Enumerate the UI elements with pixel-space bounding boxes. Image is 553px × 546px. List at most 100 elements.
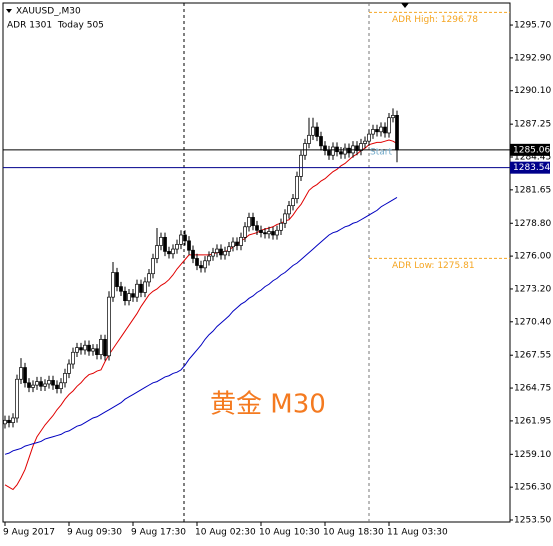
candle-body [139, 283, 143, 293]
candle-body [31, 384, 35, 388]
price-label-box [510, 143, 550, 156]
candle-body [355, 145, 359, 151]
candle-body [3, 419, 7, 425]
price-label-box [510, 161, 550, 174]
candle-body [51, 380, 55, 386]
x-tick-label: 11 Aug 03:30 [387, 528, 448, 538]
candle-body [383, 126, 387, 134]
candle-body [231, 241, 235, 248]
candle-body [271, 231, 275, 236]
candle-body [395, 115, 399, 151]
candle-body [155, 245, 159, 259]
candle-body [227, 246, 231, 252]
candle-body [295, 176, 299, 199]
candle-body [291, 198, 295, 207]
start-label: Start [370, 148, 392, 158]
candle-body [199, 265, 203, 269]
x-tick-label: 9 Aug 17:30 [131, 528, 186, 538]
y-tick-label: 1276.00 [514, 252, 551, 262]
candle-body [331, 146, 335, 156]
candle-body [175, 244, 179, 250]
candle-body [123, 290, 127, 302]
candle-body [95, 348, 99, 355]
candle-body [327, 150, 331, 156]
candle-body [203, 260, 207, 269]
candle-body [183, 234, 187, 242]
y-tick-label: 1264.75 [514, 384, 551, 394]
candle-body [23, 367, 27, 384]
candle-body [319, 136, 323, 147]
candle-body [71, 351, 75, 365]
x-tick-label: 9 Aug 2017 [3, 528, 55, 538]
y-tick-label: 1256.30 [514, 483, 551, 493]
y-tick-label: 1278.80 [514, 219, 551, 229]
candle-body [211, 252, 215, 257]
candle-body [391, 115, 395, 119]
candle-body [367, 133, 371, 142]
candle-body [163, 236, 167, 252]
candle-body [311, 126, 315, 136]
candle-body [87, 344, 91, 352]
candle-body [43, 383, 47, 387]
candle-body [315, 126, 319, 137]
candle-body [299, 154, 303, 177]
candle-body [255, 225, 259, 231]
candle-body [243, 226, 247, 238]
price-label: 1285.06 [513, 145, 550, 155]
candle-body [55, 384, 59, 389]
candle-body [207, 255, 211, 262]
adr-label: ADR High: 1296.78 [392, 15, 478, 25]
y-tick-label: 1273.20 [514, 284, 551, 294]
candle-body [115, 272, 119, 287]
candle-body [111, 272, 115, 298]
menu-arrow [6, 9, 12, 13]
candle-body [275, 229, 279, 236]
candle-body [347, 147, 351, 154]
candle-body [103, 339, 107, 357]
y-tick-label: 1292.90 [514, 53, 551, 63]
candle-body [99, 339, 103, 355]
watermark: 黄金 M30 [210, 390, 326, 420]
x-tick-label: 10 Aug 10:30 [259, 528, 320, 538]
candle-body [287, 205, 291, 215]
candle-body [135, 283, 139, 298]
candle-body [91, 348, 95, 352]
candle-body [359, 143, 363, 151]
candle-body [179, 234, 183, 245]
y-tick-label: 1284.45 [514, 152, 551, 162]
candle-body [187, 240, 191, 251]
candle-body [191, 249, 195, 259]
candle-body [151, 258, 155, 275]
candle-body [379, 126, 383, 133]
candle-body [167, 251, 171, 255]
candle-body [363, 140, 367, 144]
moving-average [4, 197, 398, 455]
candle-body [375, 129, 379, 133]
candle-body [195, 258, 199, 266]
y-tick-label: 1267.55 [514, 351, 551, 361]
candle-body [107, 296, 111, 357]
shift-marker [401, 3, 409, 8]
candle-body [251, 217, 255, 226]
candle-body [159, 236, 163, 246]
candle-body [247, 217, 251, 228]
candle-body [67, 363, 71, 374]
candle-body [83, 344, 87, 351]
candle-body [307, 134, 311, 144]
price-label: 1283.54 [513, 163, 550, 173]
candle-body [343, 147, 347, 155]
y-tick-label: 1253.50 [514, 516, 551, 526]
moving-average [4, 139, 398, 491]
candle-body [19, 367, 23, 380]
x-tick-label: 10 Aug 18:30 [323, 528, 384, 538]
candle-body [235, 241, 239, 246]
candle-body [119, 286, 123, 292]
candle-body [147, 273, 151, 283]
candle-body [239, 236, 243, 246]
candle-body [63, 373, 67, 384]
chart-subtitle: ADR 1301 Today 505 [7, 21, 104, 31]
candle-body [279, 222, 283, 231]
x-tick-label: 9 Aug 09:30 [67, 528, 122, 538]
y-tick-label: 1261.95 [514, 416, 551, 426]
y-tick-label: 1259.10 [514, 450, 551, 460]
